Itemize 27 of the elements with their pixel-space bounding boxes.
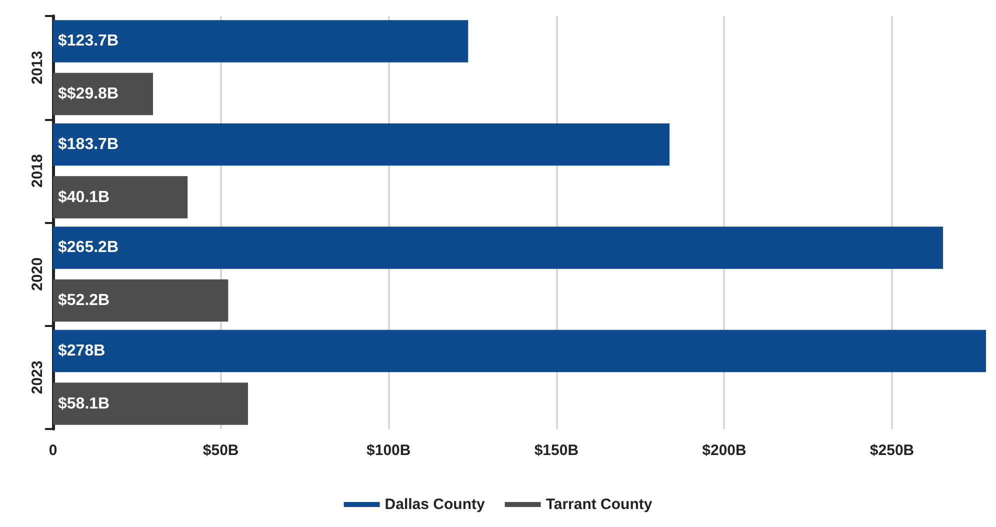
bar	[53, 382, 248, 425]
x-tick-label: $150B	[534, 442, 579, 459]
data-label: $$29.8B	[58, 86, 118, 103]
x-tick-label: 0	[48, 442, 58, 459]
y-tick-label: 2023	[29, 360, 46, 394]
data-label: $58.1B	[58, 395, 110, 412]
bar	[53, 226, 944, 269]
legend-label: Tarrant County	[546, 496, 653, 513]
legend-label: Dallas County	[384, 496, 486, 513]
bar	[53, 176, 188, 218]
x-tick-label: $100B	[366, 442, 411, 459]
bar	[53, 123, 670, 166]
data-label: $52.2B	[58, 292, 110, 310]
bar	[53, 20, 468, 62]
data-label: $278B	[58, 342, 106, 360]
data-label: $183.7B	[58, 136, 118, 153]
x-tick-label: $50B	[202, 442, 239, 459]
y-tick-label: 2013	[29, 50, 46, 84]
y-tick-label: 2018	[29, 154, 46, 188]
bar	[53, 330, 986, 372]
data-label: $40.1B	[58, 188, 110, 206]
data-label: $265.2B	[58, 239, 118, 256]
x-tick-label: $200B	[702, 442, 746, 459]
data-label: $123.7B	[58, 32, 118, 50]
bar	[53, 279, 228, 322]
y-tick-label: 2020	[29, 257, 46, 291]
x-tick-label: $250B	[870, 442, 914, 459]
